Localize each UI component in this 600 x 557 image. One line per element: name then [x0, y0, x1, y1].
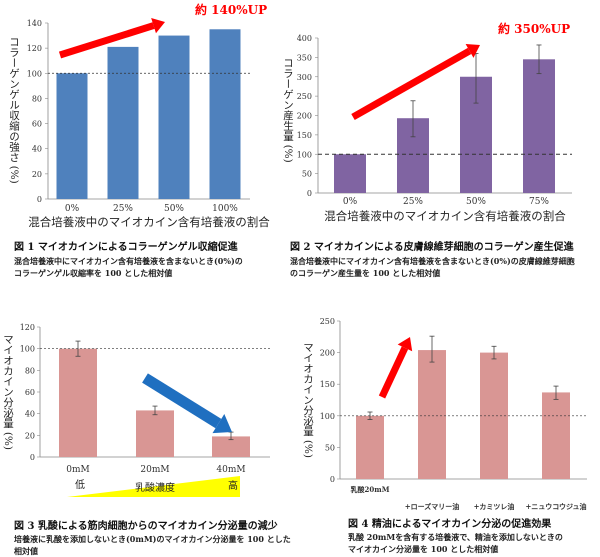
y-tick-label: 20 [25, 431, 35, 440]
bar [59, 348, 97, 457]
y-tick-label: 300 [297, 73, 312, 82]
bar [418, 350, 446, 479]
x-tick-label: 乳酸20mM [351, 485, 390, 494]
bar [334, 154, 366, 193]
x-tick-label: 25% [113, 204, 133, 214]
figure-caption-title: 図 1 マイオカインによるコラーゲンゲル収縮促進 [14, 240, 239, 253]
trend-arrow-head [397, 337, 413, 352]
trend-arrow-shaft [351, 47, 472, 121]
x-tick-label: 40mM [216, 465, 245, 475]
y-tick-label: 350 [297, 53, 312, 62]
trend-arrow-head [212, 414, 232, 434]
figure-caption-line: 相対値 [14, 546, 38, 556]
figure-caption-line: 乳酸 20mMを含有する培養液で、精油を添加しないときの [348, 532, 563, 542]
y-tick-label: 80 [25, 366, 35, 375]
bar [209, 29, 241, 199]
y-tick-label: 80 [32, 94, 42, 103]
y-axis-title: マイオカイン分泌量 (%) [2, 334, 14, 450]
figure-caption-line: 培養液に乳酸を添加しないとき(0mM)のマイオカイン分泌量を 100 とした [14, 534, 291, 544]
figure-caption-title: 図 3 乳酸による筋肉細胞からのマイオカイン分泌量の減少 [14, 519, 278, 532]
x-axis-title: 混合培養液中のマイオカイン含有培養液の割合 [28, 215, 270, 229]
x-tick-label: +ニュウコウジュ油 [525, 502, 586, 511]
trend-arrow-head [151, 17, 165, 34]
figure-caption-line: マイオカイン分泌量を 100 とした相対値 [348, 544, 498, 554]
bar [542, 392, 570, 479]
y-tick-label: 40 [32, 145, 42, 154]
y-tick-label: 250 [297, 92, 312, 101]
chart-3: 0 20 40 60 80 100 120 0mM 20mM 40mM マイオカイン分泌量 (%) 低… [2, 323, 291, 556]
y-tick-label: 50 [302, 170, 312, 179]
bar [107, 46, 139, 200]
increase-annotation: 約 140%UP [195, 2, 267, 17]
chart-2: 0 50 100 150 200 250 300 350 400 0% 25% 50% 75% 混合培養液… [282, 21, 575, 278]
x-axis-title: 混合培養液中のマイオカイン含有培養液の割合 [324, 209, 566, 223]
x-tick-label: 100% [212, 204, 238, 214]
x-tick-label: 50% [466, 197, 486, 207]
chart-4: 0 50 100 150 200 250 乳酸20mM +ローズマリー油 +カミツレ油 +ニュウコ… [302, 317, 587, 554]
y-tick-label: 50 [325, 443, 335, 452]
trend-arrow-head [465, 43, 480, 58]
x-tick-label: 0% [65, 204, 80, 214]
y-tick-label: 40 [25, 410, 35, 419]
y-tick-label: 100 [320, 412, 335, 421]
y-tick-label: 150 [297, 131, 312, 140]
y-tick-label: 0 [37, 195, 42, 204]
bar [356, 415, 384, 479]
chart-1: 0 20 40 60 80 100 120 140 0% 25% 50% 100%混合培養液中のマイオ… [8, 2, 270, 278]
y-tick-label: 250 [320, 317, 335, 326]
y-axis-title: コラーゲンゲル収縮の強さ (%) [8, 36, 20, 184]
y-tick-label: 400 [297, 34, 312, 43]
bar [158, 35, 190, 200]
trend-arrow-shaft [378, 346, 409, 399]
y-tick-label: 120 [20, 323, 35, 332]
y-tick-label: 140 [27, 19, 42, 28]
x-tick-label: 0mM [66, 465, 89, 475]
y-tick-label: 120 [27, 44, 42, 53]
bar [212, 436, 250, 457]
trend-arrow-shaft [58, 22, 155, 59]
x-tick-label: 75% [529, 197, 549, 207]
concentration-gradient [67, 476, 240, 497]
figure-caption-title: 図 4 精油によるマイオカイン分泌の促進効果 [348, 517, 552, 530]
y-tick-label: 60 [32, 120, 42, 129]
gradient-high-label: 高 [228, 479, 238, 492]
y-tick-label: 100 [297, 150, 312, 159]
y-tick-label: 200 [297, 112, 312, 121]
figure-caption-line: コラーゲンゲル収縮率を 100 とした相対値 [14, 268, 172, 278]
x-tick-label: 25% [403, 197, 423, 207]
y-tick-label: 150 [320, 380, 335, 389]
bar [56, 73, 88, 199]
x-tick-label: 0% [343, 197, 358, 207]
trend-arrow-shaft [142, 373, 222, 429]
x-tick-label: 20mM [140, 465, 169, 475]
y-tick-label: 0 [30, 453, 35, 462]
x-tick-label: +カミツレ油 [474, 502, 515, 511]
figure-caption-title: 図 2 マイオカインによる皮膚線維芽細胞のコラーゲン産生促進 [290, 240, 575, 253]
figure-caption-line: のコラーゲン産生量を 100 とした相対値 [290, 268, 440, 278]
x-tick-label: +ローズマリー油 [405, 502, 460, 511]
y-tick-label: 60 [25, 388, 35, 397]
figure-caption-line: 混合培養液中にマイオカイン含有培養液を含まないとき(0%)の [14, 256, 243, 266]
y-tick-label: 20 [32, 170, 42, 179]
x-tick-label: 50% [164, 204, 184, 214]
y-tick-label: 100 [20, 345, 35, 354]
y-tick-label: 200 [320, 349, 335, 358]
bar [523, 59, 555, 193]
y-tick-label: 0 [307, 189, 312, 198]
bar [136, 410, 174, 457]
y-tick-label: 0 [330, 475, 335, 484]
y-tick-label: 100 [27, 69, 42, 78]
gradient-middle-label: 乳酸濃度 [135, 481, 175, 494]
increase-annotation: 約 350%UP [498, 21, 570, 36]
y-axis-title: マイオカイン分泌量 (%) [302, 342, 314, 458]
gradient-low-label: 低 [75, 478, 85, 491]
figure-caption-line: 混合培養液中にマイオカイン含有培養液を含まないとき(0%)の皮膚線維芽細胞 [290, 256, 575, 266]
y-axis-title: コラーゲン産生量 (%) [282, 57, 294, 163]
